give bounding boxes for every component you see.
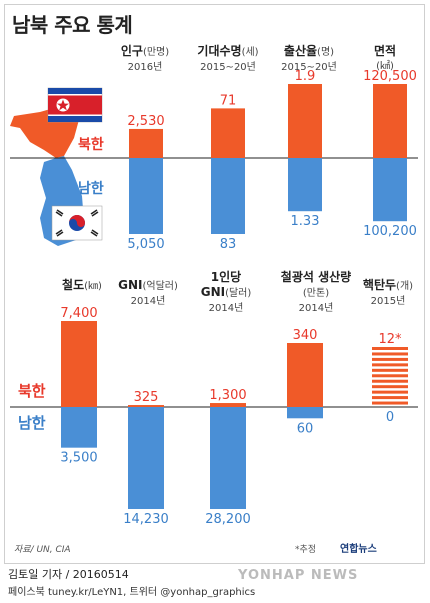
bar-south [373, 158, 407, 222]
bar-south [211, 158, 245, 234]
bar-north [288, 84, 322, 158]
header-period: 2015∼20년 [281, 62, 337, 73]
byline: 김토일 기자 / 20160514 [8, 568, 129, 581]
header-unit: (억달러) [142, 281, 178, 292]
bar-north-stripe [372, 357, 408, 361]
header-period: 2014년 [298, 303, 334, 314]
bar-south [288, 158, 322, 212]
legend-south-top: 남한 [78, 181, 104, 197]
header-name: GNI [118, 278, 143, 292]
header-gni-per-capita: 1인당 GNI(달러) 2014년 [196, 270, 256, 316]
bar-north-stripe [372, 396, 408, 400]
bar-north-stripe [372, 347, 408, 350]
bar-north [61, 321, 97, 407]
header-name: 면적 [373, 44, 397, 58]
value-label-north: 325 [134, 390, 159, 405]
header-name: 출산율 [283, 44, 318, 58]
header-unit: (㎢) [376, 61, 394, 72]
header-name: 핵탄두 [362, 278, 397, 292]
bar-south [128, 407, 164, 509]
value-label-north: 1,300 [209, 388, 246, 403]
value-label-north: 1.9 [295, 69, 316, 84]
bar-north [129, 128, 163, 158]
header-name: 인구 [120, 44, 143, 58]
legend-north-bottom: 북한 [18, 382, 46, 400]
header-unit: (개) [396, 281, 414, 292]
header-period: 2015년 [370, 296, 406, 307]
legend-north-top: 북한 [78, 137, 104, 153]
header-unit: (만명) [142, 47, 170, 58]
bar-north-stripe [372, 363, 408, 367]
header-unit: (만톤) [302, 288, 330, 299]
bar-north [211, 108, 245, 158]
value-label-south: 0 [386, 410, 394, 425]
value-label-south: 14,230 [123, 512, 169, 527]
value-label-north: 340 [293, 328, 318, 343]
value-label-north: 71 [220, 93, 237, 108]
bar-south [210, 407, 246, 509]
header-name: 철도 [62, 278, 85, 292]
bar-north-stripe [372, 352, 408, 356]
bar-north-stripe [372, 368, 408, 372]
legend-south-bottom: 남한 [18, 414, 46, 432]
value-label-south: 3,500 [60, 451, 97, 466]
header-name: 1인당 GNI [200, 270, 242, 299]
value-label-south: 28,200 [205, 512, 251, 527]
north-korea-flag-icon [47, 87, 103, 123]
value-label-north: 2,530 [127, 114, 164, 129]
value-label-south: 5,050 [127, 237, 164, 252]
header-unit: (세) [241, 47, 259, 58]
bar-north-stripe [372, 374, 408, 378]
value-label-south: 83 [220, 237, 237, 252]
bar-south [129, 158, 163, 234]
header-life-expectancy: 기대수명(세) 2015∼20년 [186, 44, 270, 75]
header-population: 인구(만명) 2016년 [110, 44, 180, 75]
bar-south [287, 407, 323, 419]
value-label-south: 100,200 [363, 224, 417, 239]
header-name: 기대수명 [197, 44, 242, 58]
header-iron-ore: 철광석 생산량 (만톤) 2014년 [278, 270, 354, 316]
value-label-north: 12* [378, 332, 402, 347]
bar-north-stripe [372, 390, 408, 394]
header-gni: GNI(억달러) 2014년 [110, 278, 186, 309]
bar-south [61, 407, 97, 448]
source-text: 자료/ UN, CIA [14, 545, 71, 555]
header-period: 2015∼20년 [200, 62, 256, 73]
header-unit: (㎞) [84, 281, 102, 292]
south-korea-flag-icon [51, 205, 103, 241]
bar-north-stripe [372, 385, 408, 389]
yonhap-logo: 연합뉴스 [340, 544, 377, 555]
header-warheads: 핵탄두(개) 2015년 [356, 278, 420, 309]
bar-north [128, 405, 164, 407]
value-label-north: 120,500 [363, 69, 417, 84]
page-title: 남북 주요 통계 [12, 13, 133, 37]
header-period: 2016년 [127, 62, 163, 73]
header-railway: 철도(㎞) [52, 278, 112, 294]
header-fertility: 출산율(명) 2015∼20년 [272, 44, 346, 75]
header-unit: (달러) [225, 288, 252, 299]
bar-north-stripe [372, 401, 408, 405]
bar-north-stripe [372, 379, 408, 383]
bar-north [287, 343, 323, 407]
value-label-south: 1.33 [291, 214, 320, 229]
header-period: 2014년 [208, 303, 244, 314]
header-period: 2014년 [130, 296, 166, 307]
estimate-note: *추정 [295, 545, 317, 555]
watermark: YONHAP NEWS [238, 568, 359, 583]
bar-north [373, 84, 407, 158]
value-label-south: 60 [297, 421, 314, 436]
value-label-north: 7,400 [60, 306, 97, 321]
header-area: 면적 (㎢) [360, 44, 410, 74]
social-links: 페이스북 tuney.kr/LeYN1, 트위터 @yonhap_graphic… [8, 587, 256, 598]
header-name: 철광석 생산량 [280, 270, 352, 284]
header-unit: (명) [317, 47, 335, 58]
bar-north [210, 403, 246, 407]
